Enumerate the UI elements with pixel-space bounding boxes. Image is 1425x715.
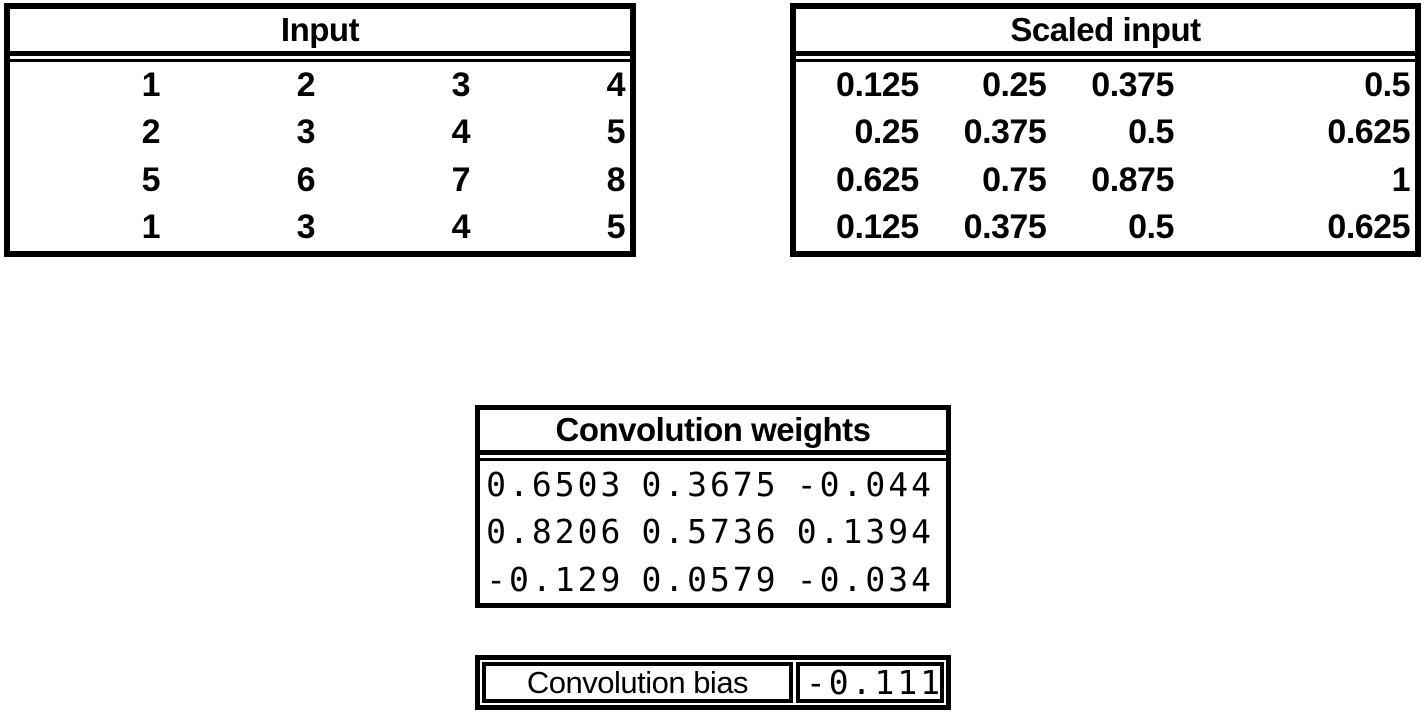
input-cell: 5	[141, 160, 161, 199]
input-cell: 2	[141, 113, 161, 152]
input-table-title: Input	[10, 9, 630, 56]
input-cell: 3	[451, 66, 471, 105]
convolution-weights-table-body: 0.6503 0.3675 -0.044 0.8206 0.5736 0.139…	[480, 458, 946, 603]
scaled-input-cell: 0.25	[854, 113, 919, 152]
convolution-weights-table-title: Convolution weights	[480, 410, 946, 455]
weight-cell: -0.044	[796, 465, 934, 505]
scaled-input-cell: 0.125	[836, 66, 919, 105]
weight-cell: 0.5736	[641, 512, 779, 552]
input-cell: 6	[296, 160, 316, 199]
scaled-input-cell: 0.125	[836, 207, 919, 246]
input-cell: 3	[296, 113, 316, 152]
convolution-bias-table: Convolution bias -0.111	[475, 655, 951, 710]
scaled-input-cell: 0.375	[963, 207, 1047, 246]
input-cell: 1	[141, 207, 161, 246]
scaled-input-cell: 0.25	[982, 66, 1047, 105]
input-cell: 4	[451, 113, 471, 152]
scaled-input-cell: 1	[1391, 160, 1411, 199]
weight-cell: 0.3675	[641, 465, 779, 505]
input-cell: 2	[296, 66, 316, 105]
scaled-input-cell: 0.625	[1327, 113, 1410, 152]
scaled-input-table-body: 0.125 0.25 0.375 0.5 0.25 0.375 0.5 0.62…	[796, 59, 1415, 251]
weight-cell: 0.0579	[641, 559, 779, 599]
convolution-weights-table: Convolution weights 0.6503 0.3675 -0.044…	[475, 405, 951, 608]
scaled-input-cell: 0.625	[836, 160, 919, 199]
input-cell: 5	[606, 207, 626, 246]
input-table: Input 1 2 3 4 2 3 4 5 5 6 7 8 1 3 4 5	[4, 3, 636, 257]
scaled-input-cell: 0.75	[982, 160, 1047, 199]
input-table-body: 1 2 3 4 2 3 4 5 5 6 7 8 1 3 4 5	[10, 59, 630, 251]
scaled-input-cell: 0.375	[963, 113, 1047, 152]
input-cell: 8	[606, 160, 626, 199]
weight-cell: 0.8206	[486, 512, 624, 552]
scaled-input-cell: 0.5	[1128, 113, 1174, 152]
input-cell: 3	[296, 207, 316, 246]
scaled-input-cell: 0.875	[1091, 160, 1174, 199]
weight-cell: -0.129	[486, 559, 624, 599]
convolution-bias-value: -0.111	[795, 662, 944, 703]
input-cell: 1	[141, 66, 161, 105]
weight-cell: -0.034	[796, 559, 934, 599]
convolution-bias-label: Convolution bias	[482, 662, 793, 703]
scaled-input-cell: 0.5	[1364, 66, 1410, 105]
input-cell: 5	[606, 113, 626, 152]
scaled-input-cell: 0.5	[1128, 207, 1174, 246]
input-cell: 7	[451, 160, 471, 199]
input-cell: 4	[451, 207, 471, 246]
scaled-input-table: Scaled input 0.125 0.25 0.375 0.5 0.25 0…	[790, 3, 1421, 257]
weight-cell: 0.1394	[796, 512, 934, 552]
input-cell: 4	[606, 66, 626, 105]
scaled-input-cell: 0.625	[1327, 207, 1410, 246]
weight-cell: 0.6503	[486, 465, 624, 505]
scaled-input-table-title: Scaled input	[796, 9, 1415, 56]
scaled-input-cell: 0.375	[1091, 66, 1174, 105]
